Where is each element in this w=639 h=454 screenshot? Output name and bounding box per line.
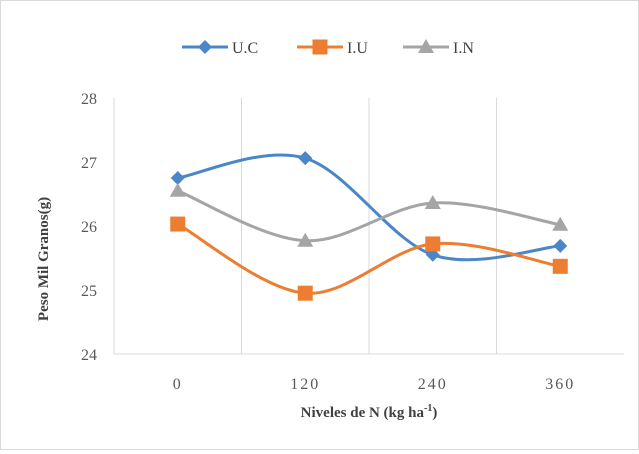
series-line-i-n: [176, 189, 562, 243]
series-layer: [169, 151, 569, 301]
series-i-n: [169, 182, 569, 247]
x-axis-title-main: Niveles de N (kg ha: [301, 405, 425, 421]
x-axis-title: Niveles de N (kg ha-1): [301, 403, 438, 421]
data-point-i-n: [297, 232, 314, 247]
x-tick-label: 120: [290, 376, 320, 393]
series-line-i-u: [176, 222, 562, 295]
data-point-i-u: [425, 236, 441, 252]
tick-labels: 24 25 26 27 28 0 120 240 360: [81, 91, 575, 393]
y-tick-label: 26: [81, 219, 97, 236]
x-axis-title-suffix: ): [432, 405, 437, 421]
data-point-i-n: [169, 182, 186, 197]
data-point-i-u: [552, 258, 568, 274]
x-tick-label: 360: [545, 376, 575, 393]
gridlines: [241, 98, 497, 354]
data-point-u-c: [170, 171, 185, 185]
legend-label-i-n: I.N: [453, 40, 474, 57]
x-axis-title-superscript: -1: [424, 403, 432, 414]
series-i-u: [170, 216, 568, 301]
y-axis-title: Peso Mil Granos(g): [36, 197, 52, 321]
x-tick-label: 0: [173, 376, 183, 393]
data-point-i-u: [297, 285, 313, 301]
legend-item-i-n: I.N: [403, 39, 474, 57]
legend-marker-i-u: [312, 39, 328, 55]
legend-label-u-c: U.C: [232, 40, 258, 57]
y-tick-label: 24: [81, 347, 97, 364]
legend-label-i-u: I.U: [347, 40, 368, 57]
legend-marker-i-n: [418, 39, 434, 53]
legend-item-u-c: U.C: [182, 40, 258, 57]
x-tick-label: 240: [418, 376, 448, 393]
legend-marker-u-c: [198, 40, 212, 54]
data-point-i-n: [552, 216, 569, 231]
data-point-u-c: [298, 151, 313, 166]
axes: [113, 98, 624, 355]
y-tick-label: 27: [81, 155, 97, 172]
data-point-i-n: [424, 194, 441, 209]
y-tick-label: 25: [81, 283, 97, 300]
legend-item-i-u: I.U: [297, 39, 368, 57]
data-point-u-c: [553, 238, 568, 253]
data-point-i-u: [170, 216, 186, 232]
series-line-u-c: [176, 153, 562, 262]
legend: U.C I.U I.N: [182, 39, 474, 57]
y-tick-label: 28: [81, 91, 97, 108]
